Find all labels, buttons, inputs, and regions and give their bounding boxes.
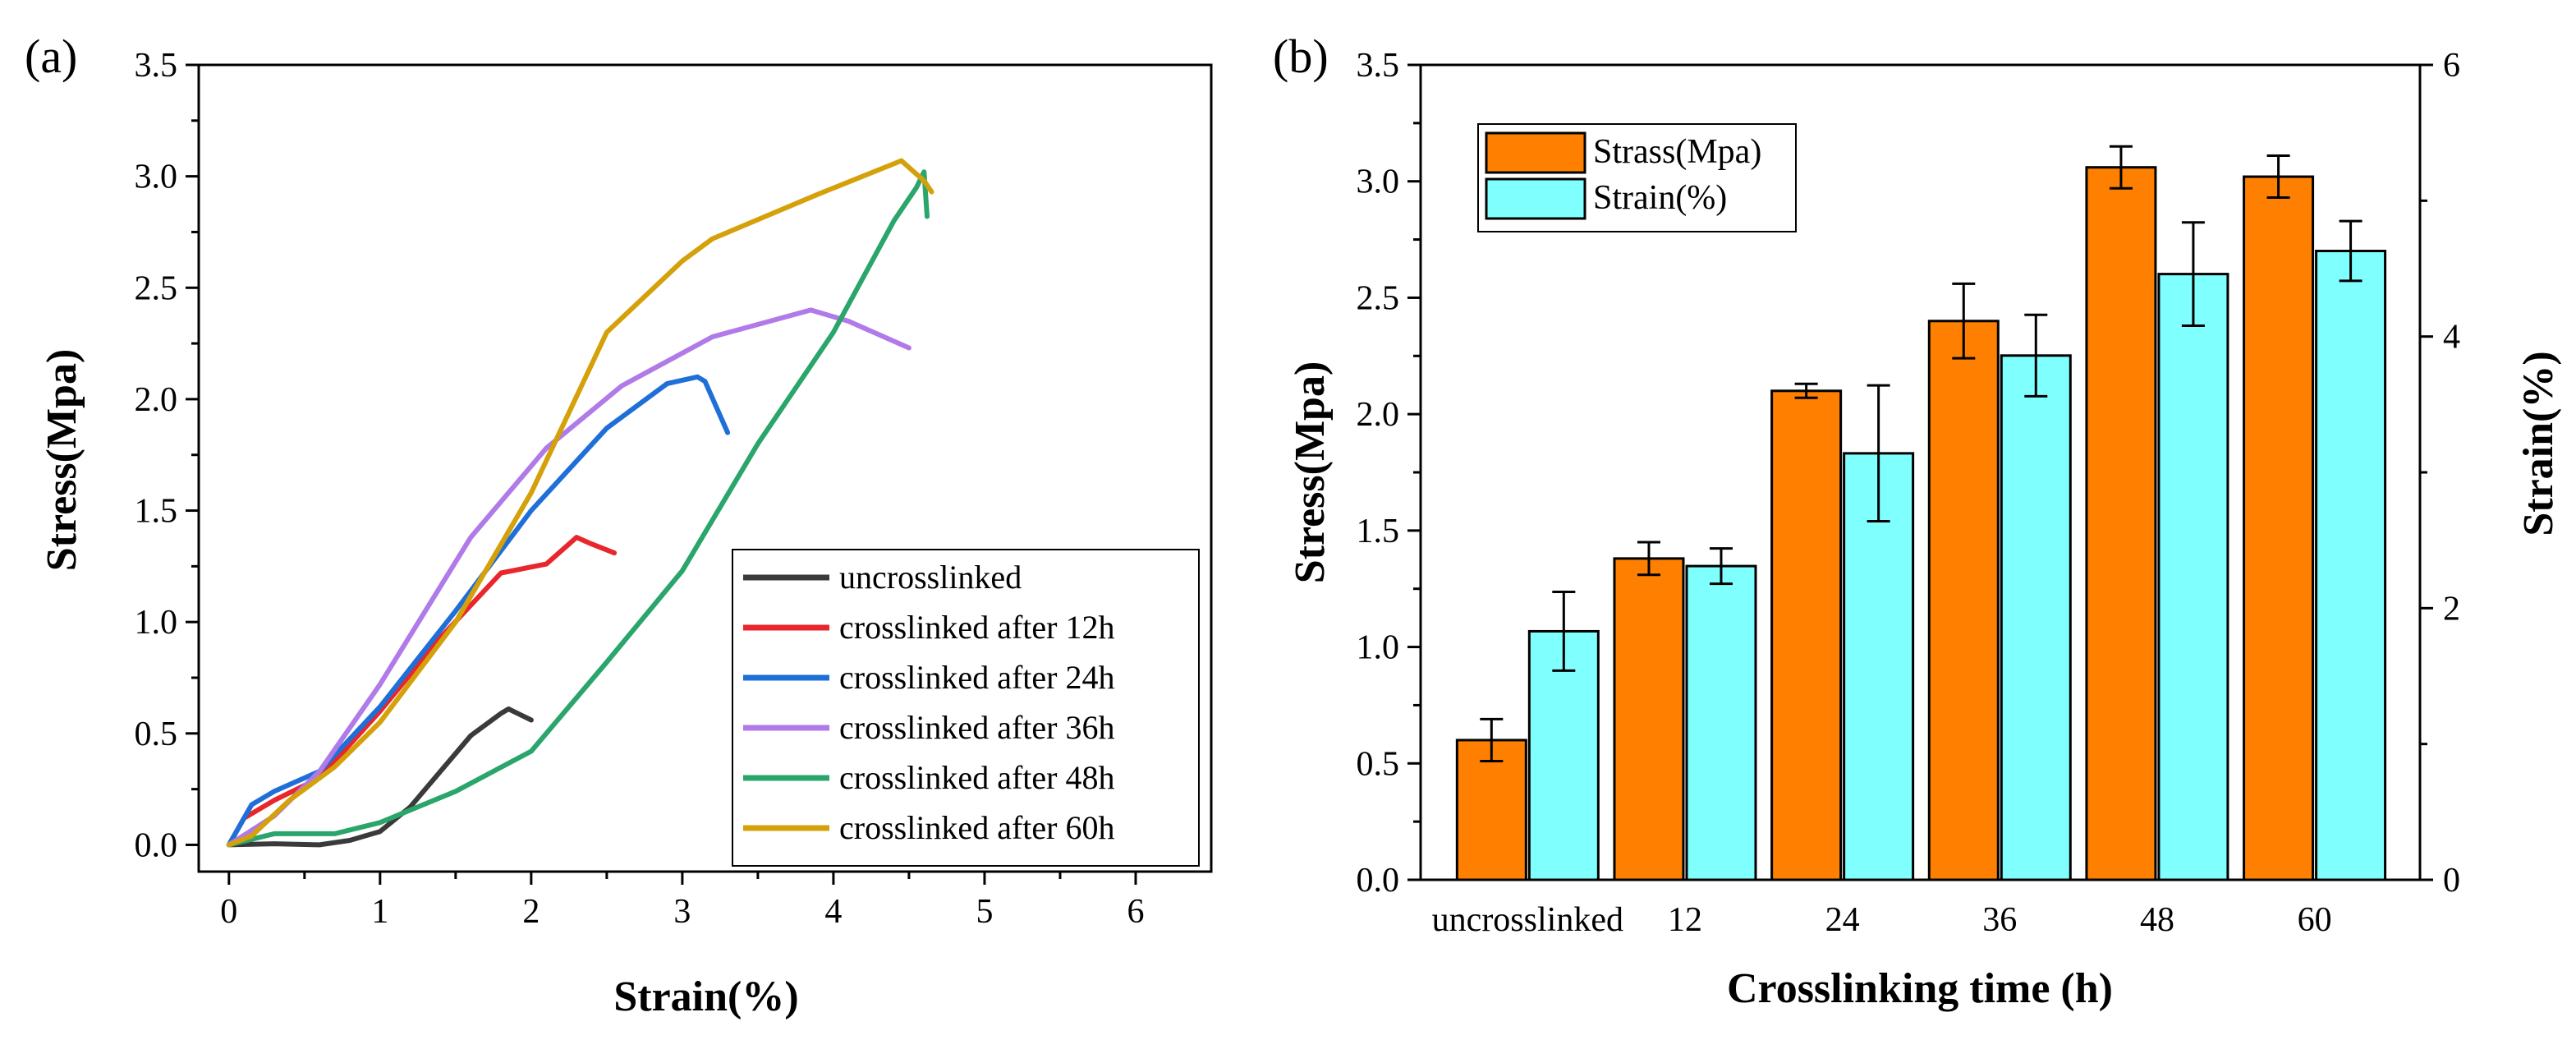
panel-b-x-tick-label: 12 <box>1668 901 1702 939</box>
panel-b-x-tick-label: uncrosslinked <box>1432 901 1623 939</box>
panel-a-y-tick-label: 2.0 <box>135 381 178 419</box>
panel-a-plot-frame <box>197 63 1213 873</box>
panel-b-legend-label: Strass(Mpa) <box>1593 133 1761 171</box>
panel-a-x-tick-label: 3 <box>673 893 691 931</box>
panel-b-legend-label: Strain(%) <box>1593 179 1727 217</box>
panel-a-legend-label: crosslinked after 12h <box>839 609 1114 646</box>
panel-a-legend: uncrosslinked crosslinked after 12h crossl… <box>732 549 1200 867</box>
panel-b-y-tick-label: 0.0 <box>1357 862 1400 900</box>
panel-b-x-tick-label: 48 <box>2140 901 2174 939</box>
panel-b-y2-tick-label: 2 <box>2443 590 2460 628</box>
panel-b-bar <box>1770 389 1843 881</box>
panel-a-legend-label: crosslinked after 36h <box>839 709 1114 746</box>
panel-b-legend-swatch <box>1485 131 1586 174</box>
panel-a-legend-label: crosslinked after 48h <box>839 759 1114 796</box>
panel-b-x-ticks: uncrosslinked 12 24 36 48 60 <box>1432 901 2332 939</box>
panel-b-bar <box>2085 166 2157 881</box>
panel-b-right-y-axis-title: Strain(%) <box>2515 351 2562 536</box>
panel-b-bar <box>1843 452 1915 881</box>
panel-b-x-tick-label: 60 <box>2298 901 2332 939</box>
panel-b-bar <box>2157 273 2229 881</box>
panel-b-bar <box>1613 557 1685 881</box>
panel-a-y-tick-label: 0.5 <box>135 716 178 753</box>
panel-b-y-tick-label: 2.0 <box>1357 396 1400 434</box>
panel-a-series-line <box>226 706 534 848</box>
panel-b-left-y-axis-title: Stress(Mpa) <box>1287 361 1334 584</box>
panel-a-y-tick-label: 0.0 <box>135 826 178 864</box>
panel-a-y-axis-title: Stress(Mpa) <box>39 349 85 572</box>
panel-a-y-tick-label: 3.0 <box>135 159 178 196</box>
panel-a-x-ticks: 0 1 2 3 4 5 6 <box>220 872 1144 931</box>
panel-b-label: (b) <box>1273 30 1329 83</box>
panel-b-x-tick-label: 36 <box>1982 901 2017 939</box>
panel-b-bars <box>1455 145 2387 881</box>
panel-a-x-tick-label: 5 <box>976 893 993 931</box>
panel-b-bar <box>2315 250 2387 881</box>
panel-b-right-y-ticks: 0 2 4 6 <box>2420 47 2460 900</box>
panel-b-y-tick-label: 1.0 <box>1357 629 1400 667</box>
panel-a-y-tick-label: 1.5 <box>135 493 178 531</box>
panel-a-series-lines <box>226 158 934 848</box>
panel-a-legend-label: crosslinked after 24h <box>839 659 1114 696</box>
panel-a-x-tick-label: 4 <box>824 893 842 931</box>
panel-a-x-tick-label: 6 <box>1127 893 1144 931</box>
panel-a-line-chart: (a) 0 1 2 3 4 5 6 0.0 0.5 1.0 1.5 2.0 2.5 3.0 3.5 Str… <box>25 30 1213 1020</box>
panel-b-y2-tick-label: 6 <box>2443 47 2460 85</box>
panel-a-x-tick-label: 1 <box>371 893 388 931</box>
panel-a-series-line <box>226 169 930 848</box>
panel-a-label: (a) <box>25 30 77 83</box>
panel-b-y2-tick-label: 0 <box>2443 862 2460 900</box>
panel-a-y-tick-label: 2.5 <box>135 269 178 307</box>
panel-a-legend-label: uncrosslinked <box>839 559 1022 596</box>
panel-b-legend-swatch <box>1485 177 1586 220</box>
panel-b-left-y-ticks: 0.0 0.5 1.0 1.5 2.0 2.5 3.0 3.5 <box>1357 47 1421 900</box>
panel-b-bar <box>2000 354 2072 881</box>
panel-b-bar <box>1455 739 1527 881</box>
panel-a-y-tick-label: 3.5 <box>135 47 178 85</box>
panel-b-y-tick-label: 1.5 <box>1357 513 1400 550</box>
panel-b-bar <box>2243 175 2315 881</box>
panel-b-y-tick-label: 2.5 <box>1357 279 1400 317</box>
panel-b-y-tick-label: 3.5 <box>1357 47 1400 85</box>
panel-a-x-tick-label: 0 <box>220 893 237 931</box>
panel-b-bar <box>1927 320 2000 881</box>
panel-b-bar <box>1527 629 1600 881</box>
panel-b-legend: Strass(Mpa) Strain(%) <box>1477 123 1797 232</box>
panel-b-y-tick-label: 0.5 <box>1357 745 1400 783</box>
panel-b-bar <box>1685 564 1757 881</box>
panel-a-x-axis-title: Strain(%) <box>613 973 798 1020</box>
panel-b-x-tick-label: 24 <box>1825 901 1860 939</box>
panel-a-y-ticks: 0.0 0.5 1.0 1.5 2.0 2.5 3.0 3.5 <box>135 47 199 864</box>
panel-a-series-line <box>226 535 618 848</box>
panel-a-series-line <box>226 374 731 848</box>
panel-b-y-tick-label: 3.0 <box>1357 163 1400 201</box>
panel-a-legend-label: crosslinked after 60h <box>839 809 1114 846</box>
panel-a-x-tick-label: 2 <box>522 893 540 931</box>
panel-a-y-tick-label: 1.0 <box>135 604 178 642</box>
panel-b-x-axis-title: Crosslinking time (h) <box>1727 965 2113 1012</box>
panel-b-y2-tick-label: 4 <box>2443 319 2460 357</box>
panel-a-legend-box <box>732 549 1200 867</box>
panel-a-series-line <box>226 158 934 848</box>
